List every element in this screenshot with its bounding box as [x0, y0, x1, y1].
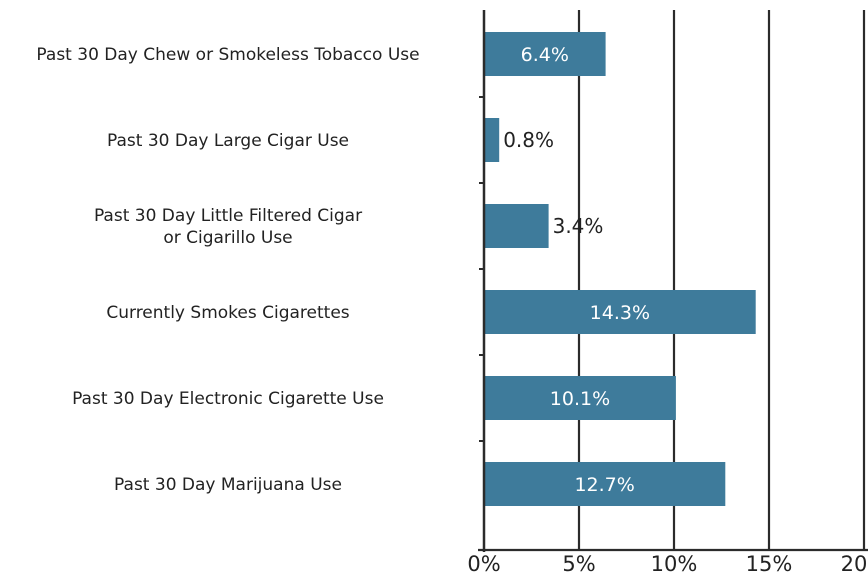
bar-value-label: 12.7%	[574, 474, 634, 496]
bar-value-label: 6.4%	[521, 44, 569, 66]
bar	[484, 462, 726, 506]
category-label: Past 30 Day Large Cigar Use	[107, 131, 349, 151]
bar	[484, 118, 500, 162]
category-label: Currently Smokes Cigarettes	[106, 303, 349, 323]
category-label-line: Past 30 Day Large Cigar Use	[107, 131, 349, 151]
bars	[484, 32, 756, 506]
x-tick-label: 15%	[746, 552, 793, 575]
category-label: Past 30 Day Electronic Cigarette Use	[72, 389, 384, 409]
x-tick-label: 10%	[651, 552, 698, 575]
axes	[478, 10, 868, 552]
x-tick-label: 20%	[841, 552, 868, 575]
category-label: Past 30 Day Little Filtered Cigar or Ciga…	[94, 206, 362, 248]
bar-value-label: 14.3%	[590, 302, 650, 324]
category-label: Past 30 Day Chew or Smokeless Tobacco Us…	[36, 45, 419, 65]
bar-value-label: 3.4%	[553, 214, 604, 238]
bar	[484, 32, 606, 76]
category-label-line: Currently Smokes Cigarettes	[106, 303, 349, 323]
bar	[484, 290, 756, 334]
category-label-line: Past 30 Day Marijuana Use	[114, 475, 342, 495]
bar	[484, 376, 676, 420]
category-label-line: Past 30 Day Little Filtered Cigar	[94, 206, 362, 226]
category-label-line: or Cigarillo Use	[163, 228, 292, 248]
category-label: Past 30 Day Marijuana Use	[114, 475, 342, 495]
x-tick-label: 5%	[562, 552, 595, 575]
x-tick-label: 0%	[467, 552, 500, 575]
category-label-line: Past 30 Day Chew or Smokeless Tobacco Us…	[36, 45, 419, 65]
bar-value-label: 10.1%	[550, 388, 610, 410]
gridlines	[577, 10, 866, 550]
category-label-line: Past 30 Day Electronic Cigarette Use	[72, 389, 384, 409]
bar-value-label: 0.8%	[503, 128, 554, 152]
bar	[484, 204, 549, 248]
labels: 0% 5% 10% 15% 20% 6.4% Past 30 Day Chew or Smo…	[36, 44, 868, 575]
